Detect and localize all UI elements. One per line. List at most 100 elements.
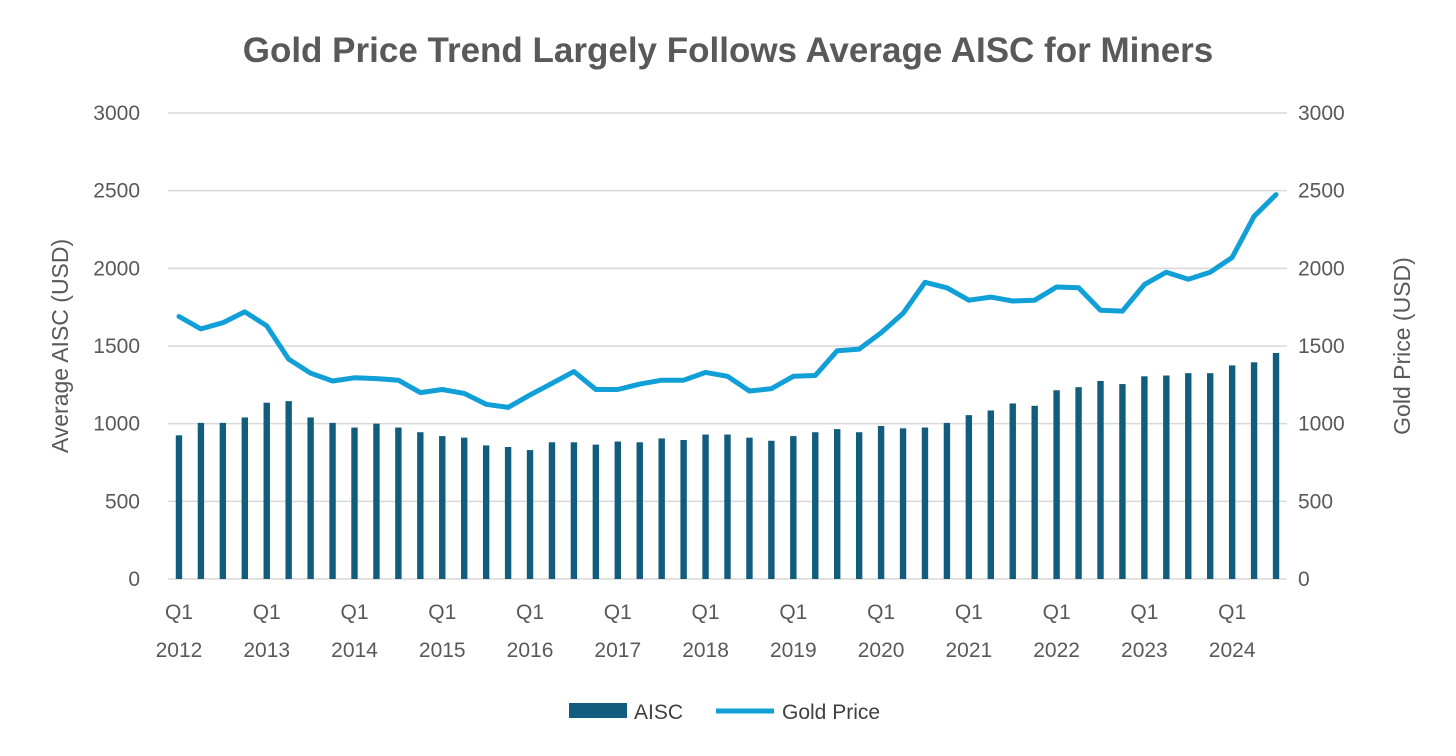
legend-aisc-swatch bbox=[569, 703, 627, 718]
x-tick-quarter: Q1 bbox=[516, 601, 544, 624]
aisc-bar bbox=[1250, 362, 1258, 579]
aisc-bar bbox=[614, 441, 621, 579]
left-tick-label: 1500 bbox=[93, 335, 140, 358]
right-axis-ticks: 0 500 1000 1500 2000 2500 3000 bbox=[1298, 102, 1345, 591]
left-tick-label: 0 bbox=[128, 568, 140, 591]
aisc-bar bbox=[285, 401, 292, 579]
right-axis-title: Gold Price (USD) bbox=[1389, 257, 1415, 435]
aisc-bar bbox=[1097, 380, 1104, 579]
aisc-bar bbox=[943, 422, 951, 579]
aisc-bar bbox=[1119, 384, 1126, 579]
x-tick-year: 2023 bbox=[1121, 639, 1168, 662]
right-tick-label: 2500 bbox=[1298, 180, 1345, 203]
aisc-bar bbox=[461, 437, 468, 579]
aisc-bar bbox=[504, 446, 512, 579]
x-tick-quarter: Q1 bbox=[1218, 601, 1246, 624]
right-tick-label: 3000 bbox=[1298, 102, 1345, 125]
x-tick-year: 2013 bbox=[243, 639, 290, 662]
aisc-bar bbox=[1207, 373, 1214, 579]
aisc-bar bbox=[592, 444, 600, 579]
right-tick-label: 0 bbox=[1298, 568, 1310, 591]
x-tick-quarter: Q1 bbox=[692, 601, 720, 624]
x-tick-year: 2018 bbox=[682, 639, 729, 662]
aisc-bar bbox=[1228, 365, 1236, 579]
aisc-bar bbox=[855, 432, 863, 579]
x-tick-year: 2019 bbox=[770, 639, 817, 662]
x-tick-year: 2024 bbox=[1209, 639, 1256, 662]
aisc-bar bbox=[1185, 373, 1192, 579]
aisc-bar bbox=[373, 423, 380, 579]
aisc-bar bbox=[263, 402, 270, 579]
aisc-bar bbox=[329, 422, 336, 579]
aisc-bar bbox=[482, 445, 490, 579]
right-tick-label: 500 bbox=[1298, 490, 1333, 513]
x-tick-year: 2020 bbox=[858, 639, 905, 662]
aisc-bar bbox=[1053, 390, 1060, 579]
left-tick-label: 3000 bbox=[93, 102, 140, 125]
aisc-bar bbox=[746, 437, 753, 579]
x-tick-year: 2015 bbox=[419, 639, 466, 662]
right-tick-label: 2000 bbox=[1298, 257, 1345, 280]
x-tick-quarter: Q1 bbox=[1130, 601, 1158, 624]
legend-gold-label: Gold Price bbox=[782, 701, 880, 724]
left-tick-label: 2000 bbox=[93, 257, 140, 280]
aisc-bar bbox=[197, 422, 205, 579]
gold-price-line bbox=[176, 192, 1279, 410]
aisc-bar bbox=[834, 429, 841, 579]
left-tick-label: 2500 bbox=[93, 180, 140, 203]
x-tick-quarter: Q1 bbox=[955, 601, 983, 624]
aisc-bar bbox=[724, 434, 731, 579]
x-tick-quarter: Q1 bbox=[253, 601, 281, 624]
x-tick-quarter: Q1 bbox=[340, 601, 368, 624]
aisc-bar bbox=[351, 427, 358, 579]
aisc-bar bbox=[219, 422, 227, 579]
aisc-bar bbox=[1009, 403, 1016, 579]
aisc-bar bbox=[877, 425, 885, 579]
left-axis-ticks: 0 500 1000 1500 2000 2500 3000 bbox=[93, 102, 140, 591]
x-tick-year: 2012 bbox=[156, 639, 203, 662]
aisc-bar bbox=[899, 428, 907, 579]
aisc-bar bbox=[636, 442, 643, 579]
aisc-bar bbox=[548, 442, 556, 579]
aisc-bar bbox=[790, 436, 797, 579]
x-tick-quarter: Q1 bbox=[604, 601, 632, 624]
aisc-bar bbox=[307, 417, 314, 579]
aisc-bar bbox=[1272, 352, 1280, 579]
x-tick-year: 2021 bbox=[945, 639, 992, 662]
legend-aisc-label: AISC bbox=[634, 701, 683, 724]
aisc-bar bbox=[1031, 405, 1038, 579]
x-tick-quarter: Q1 bbox=[165, 601, 193, 624]
x-axis-ticks: Q1 2012 Q1 2013 Q1 2014 Q1 2015 Q1 2016 Q1 2017 Q1 20… bbox=[156, 601, 1256, 662]
x-tick-year: 2017 bbox=[594, 639, 641, 662]
aisc-bar bbox=[439, 436, 446, 579]
aisc-bar bbox=[768, 440, 775, 579]
x-tick-year: 2022 bbox=[1033, 639, 1080, 662]
aisc-bar bbox=[241, 417, 248, 579]
left-axis-title: Average AISC (USD) bbox=[47, 239, 73, 453]
aisc-bar bbox=[921, 427, 929, 579]
aisc-bar bbox=[812, 432, 819, 579]
aisc-bar bbox=[1141, 376, 1148, 579]
left-tick-label: 500 bbox=[105, 490, 140, 513]
x-tick-quarter: Q1 bbox=[867, 601, 895, 624]
aisc-bar bbox=[395, 427, 402, 579]
aisc-bar bbox=[526, 450, 534, 579]
legend: AISC Gold Price bbox=[569, 701, 880, 724]
aisc-bar bbox=[658, 438, 665, 579]
aisc-bar bbox=[987, 410, 994, 579]
aisc-bar bbox=[1075, 387, 1082, 579]
aisc-bar bbox=[417, 432, 424, 579]
right-tick-label: 1000 bbox=[1298, 413, 1345, 436]
left-tick-label: 1000 bbox=[93, 413, 140, 436]
aisc-bar bbox=[570, 442, 578, 579]
x-tick-year: 2016 bbox=[507, 639, 554, 662]
x-tick-quarter: Q1 bbox=[779, 601, 807, 624]
aisc-bar bbox=[965, 415, 973, 579]
aisc-bar bbox=[680, 439, 687, 579]
chart-title: Gold Price Trend Largely Follows Average… bbox=[243, 31, 1214, 70]
x-tick-quarter: Q1 bbox=[428, 601, 456, 624]
aisc-bar bbox=[702, 434, 709, 579]
x-tick-quarter: Q1 bbox=[1043, 601, 1071, 624]
x-tick-year: 2014 bbox=[331, 639, 378, 662]
